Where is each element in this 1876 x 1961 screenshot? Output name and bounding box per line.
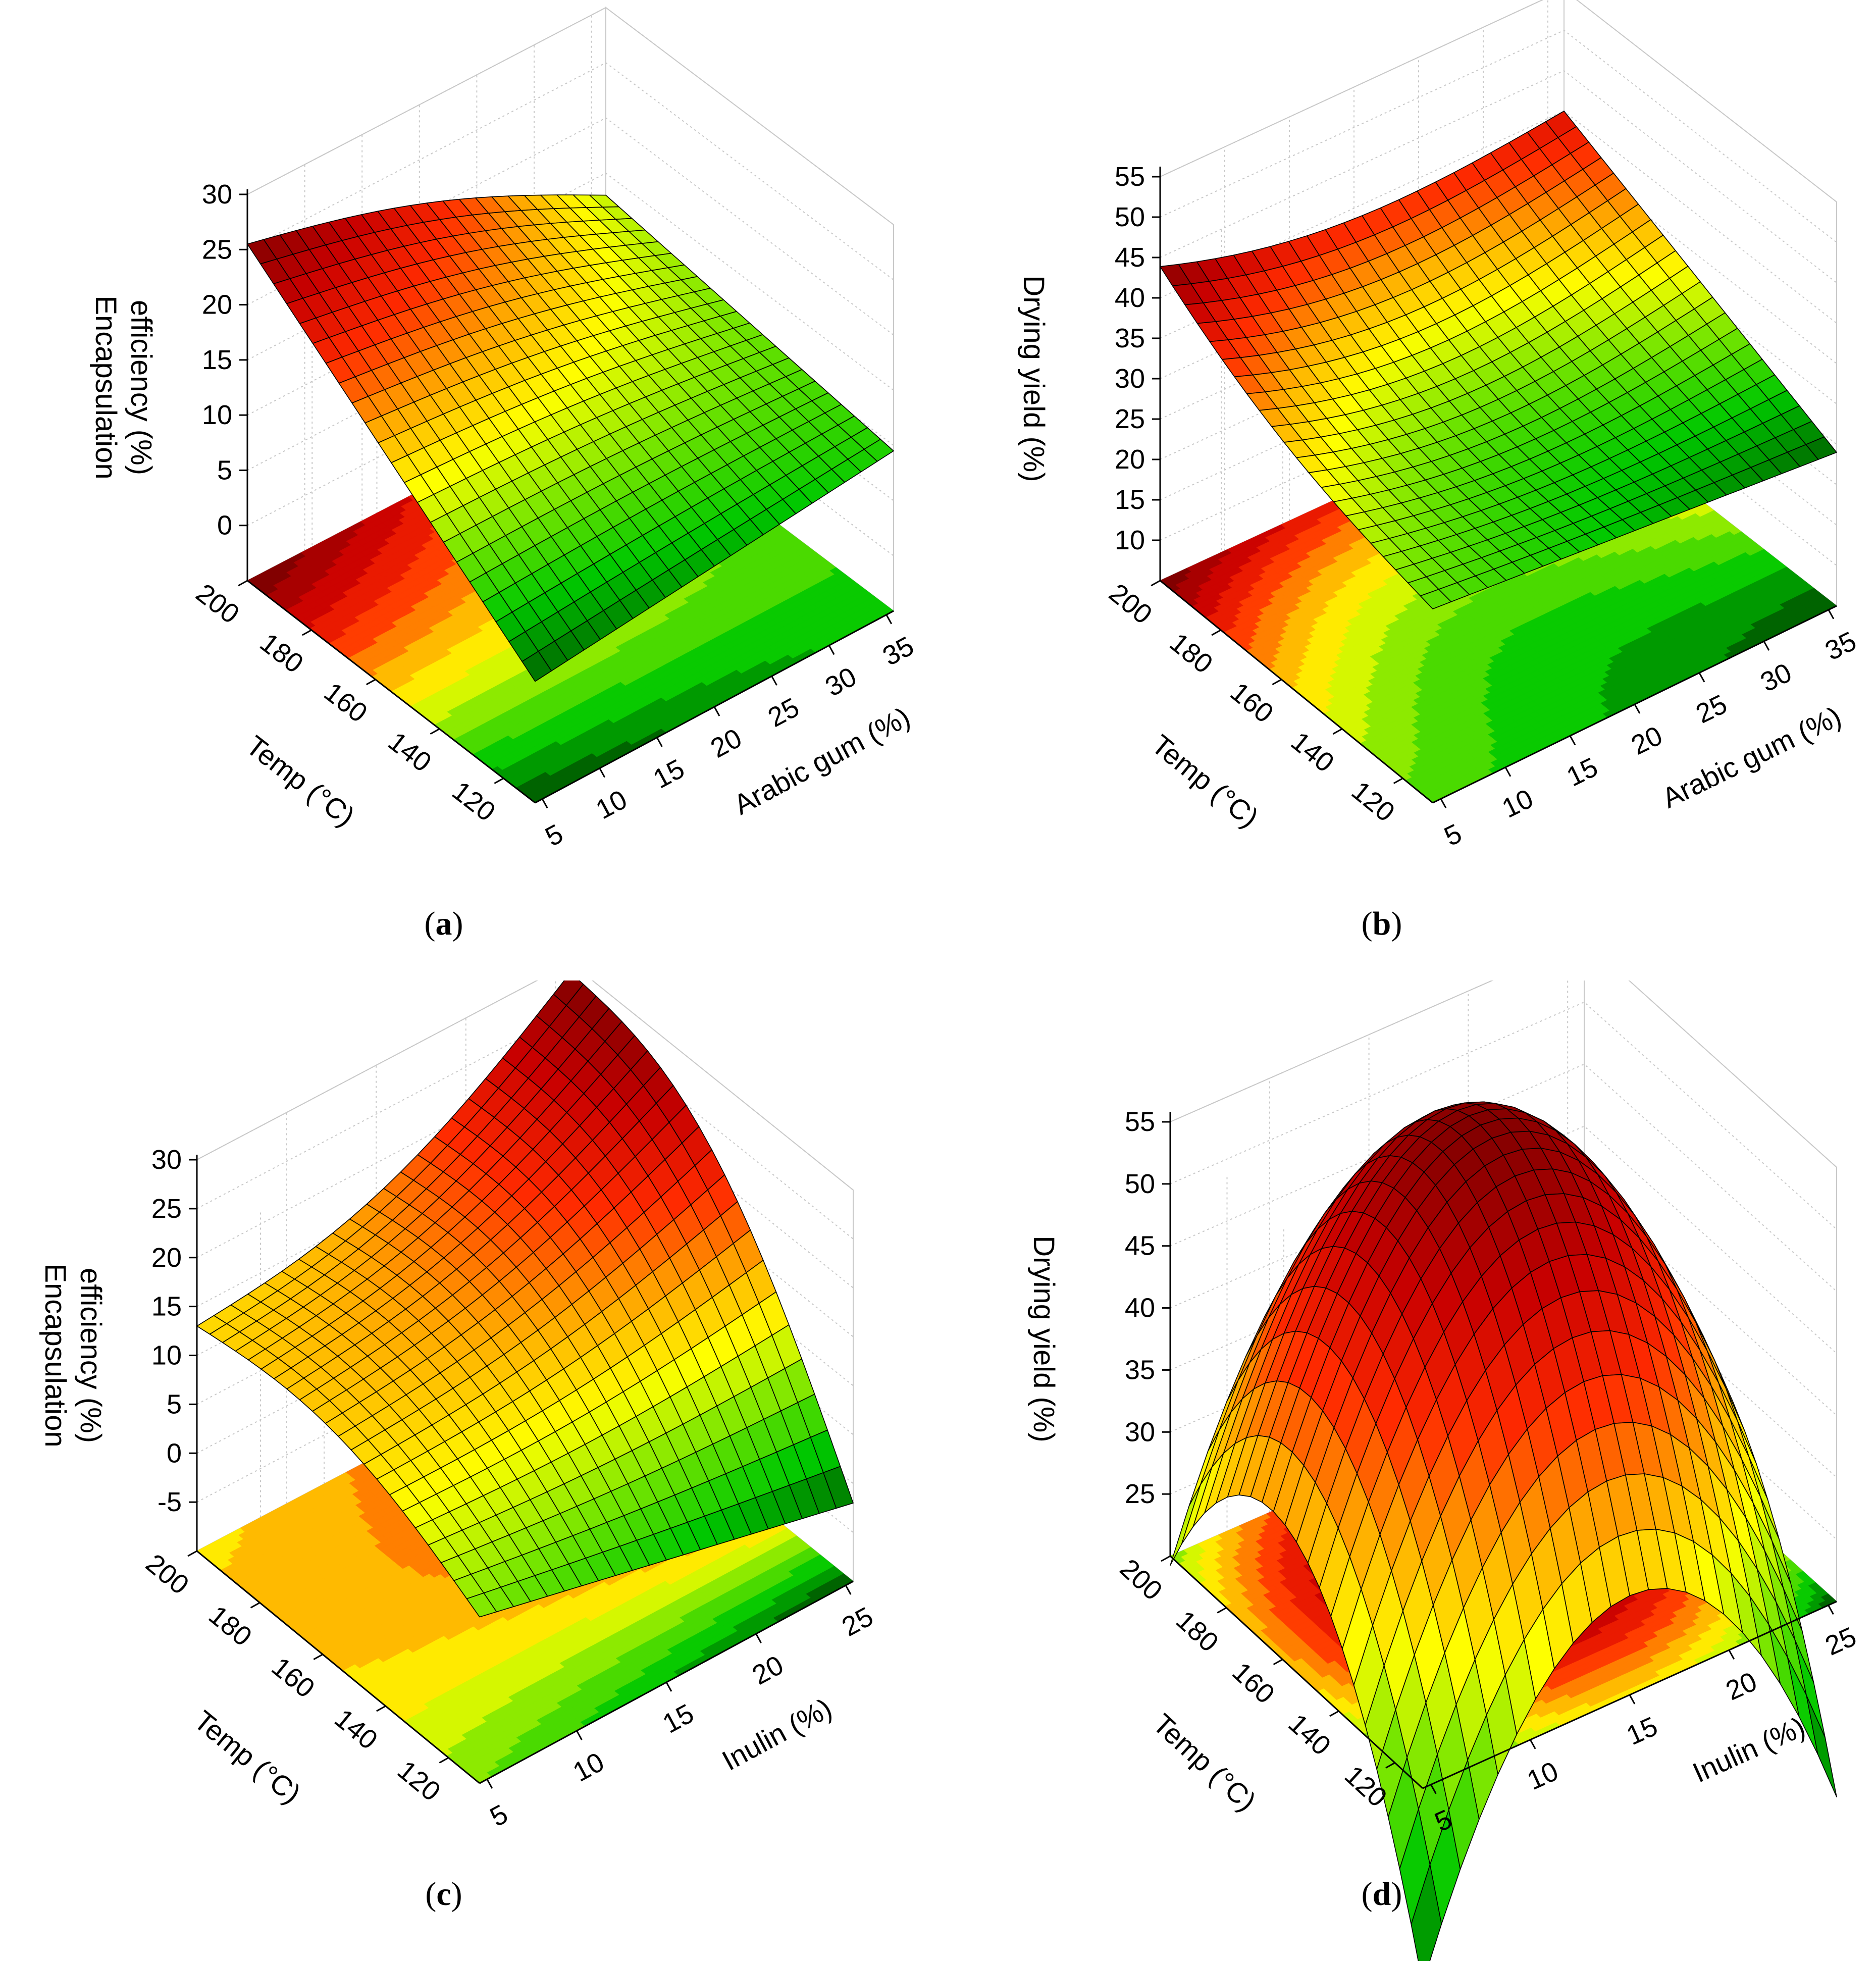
x-tick-mark	[541, 798, 548, 809]
y-tick-mark	[494, 778, 504, 784]
z-tick-label: 25	[202, 234, 232, 265]
x-tick-mark	[771, 676, 777, 686]
z-tick-label: 10	[202, 400, 232, 430]
wall-gridline	[1160, 70, 1837, 283]
z-tick-label: 20	[202, 290, 232, 320]
y-tick-mark	[430, 728, 440, 735]
y-tick-label: 120	[446, 776, 501, 828]
x-tick-label: 25	[763, 692, 804, 733]
y-axis-title: Temp (°C)	[240, 729, 360, 832]
x-tick-label: 20	[706, 723, 747, 764]
x-tick-mark	[713, 706, 720, 716]
y-tick-label: 160	[319, 677, 373, 729]
y-tick-mark	[366, 679, 376, 686]
y-tick-label: 140	[382, 726, 437, 778]
x-tick-label: 35	[878, 631, 919, 672]
surface-cell	[522, 651, 552, 682]
x-tick-label: 5	[540, 818, 568, 852]
x-tick-mark	[599, 767, 606, 778]
z-tick-label: 0	[217, 510, 232, 541]
chart-panel-b: 5 10 15 20 25 30 35 120 140 160 180 200 10 15 20 25 30 35…	[938, 0, 1876, 980]
y-tick-mark	[238, 580, 248, 587]
x-tick-mark	[828, 645, 835, 655]
wall-gridline	[247, 117, 894, 336]
chart-panel-a: 5 10 15 20 25 30 35 120 140 160 180 200 0 5 10 15 20 25 30…	[0, 0, 938, 980]
z-tick-label: 15	[202, 345, 232, 375]
caption-a: (a)	[424, 905, 463, 942]
surface-mesh	[247, 194, 894, 682]
x-tick-mark	[885, 614, 893, 625]
x-axis-title: Arabic gum (%)	[728, 701, 915, 821]
z-tick-label: 5	[217, 455, 232, 485]
wall-gridline	[247, 62, 894, 281]
x-tick-mark	[656, 737, 663, 747]
wall-gridline	[247, 172, 894, 391]
wall-gridline	[247, 7, 894, 225]
x-tick-label: 15	[648, 753, 689, 794]
wall-gridline	[1160, 29, 1837, 243]
z-tick-label: 30	[202, 179, 232, 210]
y-tick-label: 200	[190, 578, 245, 630]
z-axis-title: efficiency (%)	[125, 300, 158, 475]
x-tick-label: 30	[820, 661, 861, 702]
wall-gridline	[1160, 0, 1837, 202]
y-tick-mark	[302, 629, 312, 636]
chart-b-svg: 5101520253035120140160180200101520253035…	[1017, 0, 1861, 852]
z-axis-title: Encapsulation	[89, 295, 122, 479]
y-axis-line	[247, 580, 536, 804]
x-tick-label: 10	[591, 784, 632, 825]
y-tick-label: 180	[254, 627, 309, 679]
